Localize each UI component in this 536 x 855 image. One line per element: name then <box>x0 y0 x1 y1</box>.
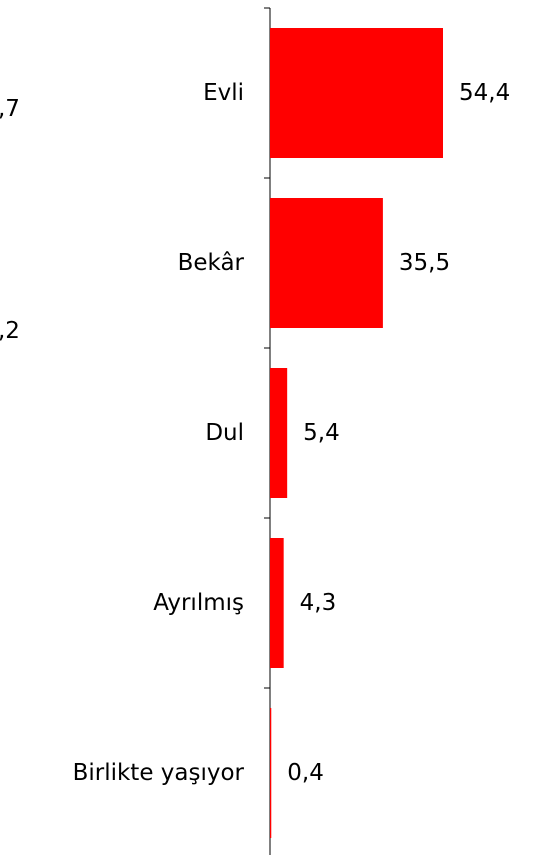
cropped-value-label: ,2 <box>0 318 20 344</box>
bar <box>270 198 383 328</box>
category-axis <box>264 7 271 855</box>
bar <box>270 708 272 838</box>
category-label: Dul <box>205 420 244 446</box>
bar <box>270 538 284 668</box>
category-label: Birlikte yaşıyor <box>73 760 245 786</box>
category-label: Evli <box>203 80 244 106</box>
value-label: 0,4 <box>287 760 324 786</box>
category-labels: Evli Bekâr Dul Ayrılmış Birlikte yaşıyor <box>73 80 245 786</box>
value-label: 4,3 <box>300 590 337 616</box>
bars <box>270 28 443 838</box>
value-label: 5,4 <box>303 420 340 446</box>
value-label: 54,4 <box>459 80 510 106</box>
category-label: Bekâr <box>178 250 245 276</box>
category-label: Ayrılmış <box>153 590 244 616</box>
cropped-value-label: ,7 <box>0 96 20 122</box>
bar <box>270 28 443 158</box>
bar <box>270 368 288 498</box>
value-labels: 54,4 35,5 5,4 4,3 0,4 <box>287 80 510 786</box>
cropped-left-chart-labels: ,7 ,2 <box>0 96 20 344</box>
value-label: 35,5 <box>399 250 450 276</box>
